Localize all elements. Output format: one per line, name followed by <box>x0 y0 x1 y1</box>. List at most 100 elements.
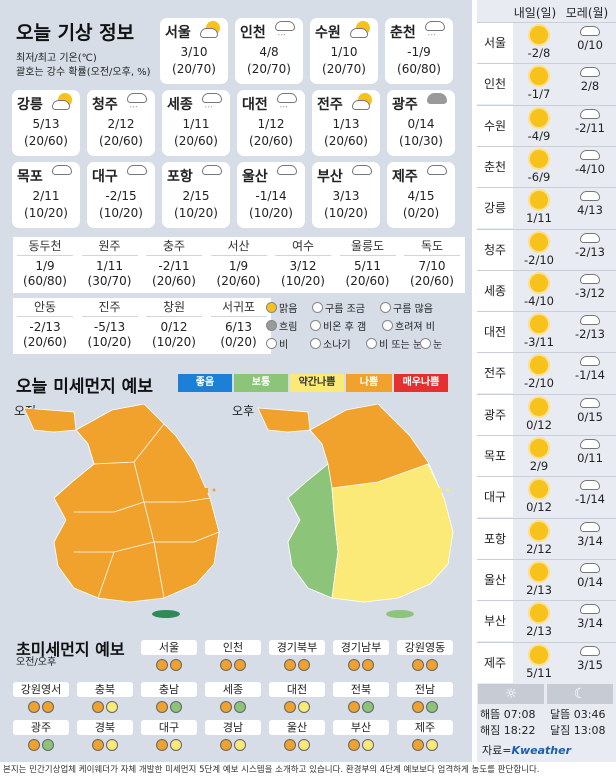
temp: -1/7 <box>527 87 551 102</box>
temp: 5/11 <box>526 665 552 680</box>
temp: 1/13 <box>332 117 360 131</box>
city-name: 전주 <box>317 97 343 113</box>
city-cell: 서귀포 6/13 (0/20) <box>207 298 271 350</box>
cloud-icon <box>202 165 222 175</box>
ultra-cell: 대구 <box>138 720 200 754</box>
forecast-row: 전주 -2/10 -1/14 <box>477 352 616 394</box>
city-cell: 충주 -2/11 (20/60) <box>142 237 206 289</box>
sun-icon <box>530 397 548 416</box>
pop: (20/60) <box>174 134 218 148</box>
city-cell: 안동 -2/13 (20/60) <box>13 298 77 350</box>
pm-dot <box>426 739 438 751</box>
pop: (60/80) <box>23 274 67 288</box>
tomorrow-cell: -4/10 <box>515 273 563 308</box>
city-name: 서귀포 <box>210 298 267 317</box>
tomorrow-cell: 0/12 <box>515 480 563 514</box>
city-row: 안동 -2/13 (20/60) 진주 -5/13 (10/20) 창원 0/12 (10/20… <box>13 298 271 354</box>
temp: -4/9 <box>527 128 551 143</box>
city-name: 서울 <box>477 23 513 63</box>
am-dot <box>412 659 424 671</box>
city-name: 전주 <box>477 353 513 394</box>
moonset: 달짐 13:08 <box>550 724 606 737</box>
temp: -1/14 <box>255 189 287 203</box>
pm-dot <box>170 739 182 751</box>
pop: (0/20) <box>220 335 257 349</box>
weather-card: 강릉 5/13 (20/60) <box>12 90 80 156</box>
ultra-cell: 전북 <box>330 682 392 716</box>
city-name: 충주 <box>146 237 202 256</box>
forecast-row: 수원 -4/9 -2/11 <box>477 104 616 146</box>
icon-wrap: ′′′ <box>202 93 226 114</box>
pop: (20/60) <box>410 274 454 288</box>
temp: 6/13 <box>225 320 252 334</box>
city-cell: 동두천 1/9 (60/80) <box>13 237 77 289</box>
pm-dot <box>106 701 118 713</box>
cloud-icon <box>580 604 600 615</box>
region-name: 전북 <box>333 682 389 697</box>
pm-dot <box>298 701 310 713</box>
temp: -2/13 <box>29 320 61 334</box>
weather-card: 인천 ′′′ 4/8 (20/70) <box>235 18 303 84</box>
icon-wrap <box>352 93 376 113</box>
icon-wrap <box>52 165 76 185</box>
pop: (20/70) <box>322 62 366 76</box>
pm-dot <box>234 659 246 671</box>
forecast-row: 부산 2/13 3/14 <box>477 600 616 642</box>
dayafter-cell: 2/8 <box>566 67 614 93</box>
temp: 1/12 <box>257 117 285 131</box>
pop: (20/60) <box>249 134 293 148</box>
ultra-cell: 울산 <box>266 720 328 754</box>
tomorrow-cell: 1/11 <box>515 191 563 225</box>
pop: (20/60) <box>345 274 390 288</box>
pop: (10/20) <box>24 206 68 220</box>
am-dot <box>156 659 168 671</box>
temp: 3/14 <box>577 616 603 631</box>
city-cell: 여수 3/12 (10/20) <box>271 237 335 289</box>
forecast-row: 강릉 1/11 4/13 <box>477 187 616 229</box>
page-title: 오늘 기상 정보 <box>16 22 135 44</box>
weather-card: 포항 2/15 (10/20) <box>162 162 230 228</box>
legend-label: 구름 조금 <box>325 304 365 315</box>
region-name: 강원영동 <box>397 640 453 655</box>
dayafter-cell: 3/15 <box>566 645 614 672</box>
ultra-cell: 강원영동 <box>394 640 456 674</box>
city-name: 창원 <box>146 298 202 317</box>
weather-card: 목포 2/11 (10/20) <box>12 162 80 228</box>
weather-card: 제주 4/15 (0/20) <box>387 162 455 228</box>
region-name: 경남 <box>205 720 261 735</box>
sun-icon <box>530 645 548 664</box>
dayafter-cell: 0/15 <box>566 397 614 424</box>
forecast-row: 대전 -3/11 -2/13 <box>477 311 616 353</box>
temp: -2/13 <box>575 244 605 259</box>
temp: 7/10 <box>418 259 446 273</box>
dust-level: 나쁨 <box>346 374 392 392</box>
sun-icon <box>530 26 548 44</box>
pop: (0/20) <box>402 206 440 220</box>
footer-note: 본지는 민간기상업체 케이웨더가 자체 개발한 미세먼지 5단계 예보 시스템을… <box>0 762 616 779</box>
temp: 0/15 <box>577 409 603 424</box>
am-dot <box>348 739 360 751</box>
temp: 2/15 <box>182 189 210 203</box>
weather-card: 광주 0/14 (10/30) <box>387 90 455 156</box>
cloud-icon <box>580 521 600 532</box>
region-name: 경북 <box>77 720 133 735</box>
pop: (20/60) <box>324 134 368 148</box>
cloud-rain-icon: ′′′ <box>127 93 149 114</box>
cloud-icon <box>580 191 600 202</box>
dust-map-am <box>23 403 220 618</box>
dayafter-cell: 0/14 <box>566 562 614 589</box>
sun-icon <box>530 67 548 86</box>
icon-wrap: ′′′ <box>277 93 301 114</box>
pop: (10/20) <box>281 274 325 288</box>
pop: (20/60) <box>23 335 67 349</box>
pop: (30/70) <box>87 274 132 288</box>
ultra-cell: 경기북부 <box>266 640 328 674</box>
ultra-cell: 광주 <box>10 720 72 754</box>
ultra-title: 초미세먼지 예보 <box>16 640 125 659</box>
am-dot <box>284 701 296 713</box>
tomorrow-header: 내일(일) <box>513 6 557 20</box>
city-name: 청주 <box>477 229 513 270</box>
am-dot <box>220 659 232 671</box>
sun-icon <box>530 232 548 251</box>
legend-item: 구름 조금 <box>312 300 365 315</box>
